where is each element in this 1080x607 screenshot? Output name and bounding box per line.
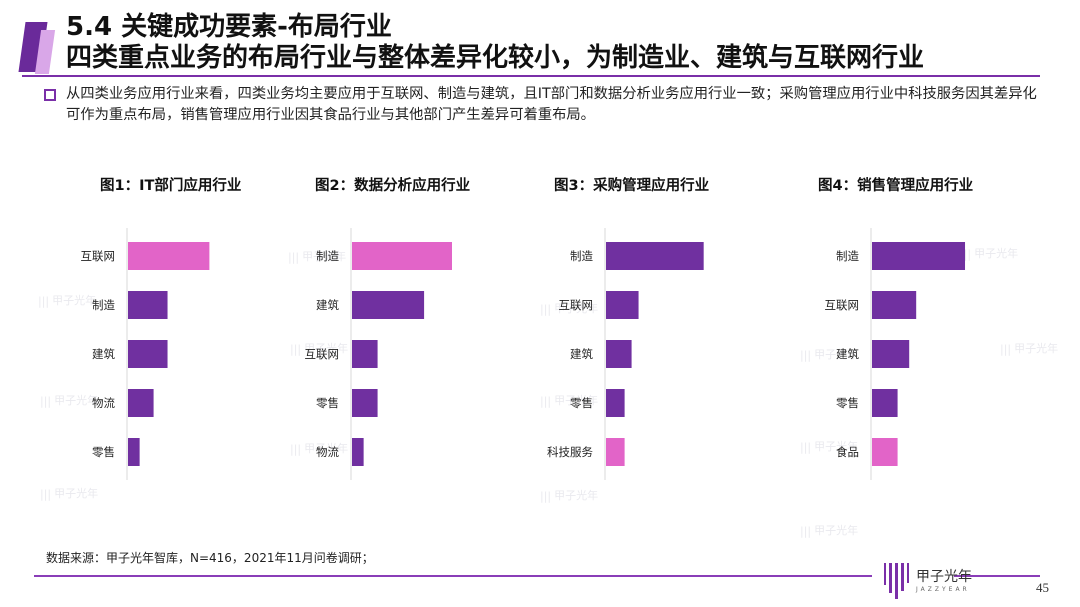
- chart-4-title: 图4：销售管理应用行业: [818, 178, 974, 194]
- chart-3-category-label: 互联网: [559, 298, 594, 312]
- chart-2-bar: [352, 389, 378, 417]
- chart-2-title: 图2：数据分析应用行业: [315, 178, 471, 194]
- chart-2-plot: 制造建筑互联网零售物流: [224, 220, 474, 480]
- summary-text: 从四类业务应用行业来看，四类业务均主要应用于互联网、制造与建筑，且IT部门和数据…: [66, 86, 1037, 123]
- chart-3-bar: [606, 340, 632, 368]
- chart-4-bar: [872, 389, 898, 417]
- chart-4-category-label: 建筑: [836, 347, 859, 361]
- chart-3-category-label: 零售: [570, 396, 593, 410]
- chart-1-title: 图1：IT部门应用行业: [100, 178, 242, 194]
- chart-3-category-label: 科技服务: [547, 445, 593, 459]
- chart-1-category-label: 零售: [92, 445, 115, 459]
- chart-1-category-label: 物流: [92, 396, 115, 410]
- footer-divider-right: [954, 575, 1040, 577]
- watermark: ||| 甲子光年: [1000, 342, 1059, 356]
- chart-2-category-label: 制造: [316, 249, 339, 263]
- chart-3-plot: 制造互联网建筑零售科技服务: [478, 220, 728, 480]
- chart-2-bar: [352, 242, 452, 270]
- chart-3-bar: [606, 389, 625, 417]
- chart-1-bar: [128, 389, 154, 417]
- chart-3-category-label: 制造: [570, 249, 593, 263]
- watermark: ||| 甲子光年: [40, 487, 99, 501]
- chart-1-bar: [128, 291, 168, 319]
- chart-2-bar: [352, 291, 425, 319]
- chart-4-category-label: 食品: [836, 445, 859, 459]
- page-number: 45: [1036, 580, 1049, 595]
- chart-4-category-label: 制造: [836, 249, 859, 263]
- chart-2-category-label: 物流: [316, 445, 339, 459]
- chart-3-title: 图3：采购管理应用行业: [554, 178, 710, 194]
- chart-2-bar: [352, 340, 378, 368]
- chart-3-bar: [606, 291, 639, 319]
- chart-3-bar: [606, 438, 625, 466]
- jazzyear-logo-icon: [884, 563, 909, 599]
- chart-2-category-label: 互联网: [305, 347, 340, 361]
- chart-4-category-label: 互联网: [825, 298, 860, 312]
- bullet-square-icon: [44, 89, 56, 101]
- logo-text: 甲子光年: [916, 569, 972, 585]
- chart-1-bar: [128, 340, 168, 368]
- footer-divider: [34, 575, 872, 577]
- chart-1-bar: [128, 242, 210, 270]
- chart-3-category-label: 建筑: [570, 347, 593, 361]
- chart-2-category-label: 零售: [316, 396, 339, 410]
- chart-4-bar: [872, 438, 898, 466]
- chart-1-category-label: 建筑: [92, 347, 115, 361]
- chart-4-bar: [872, 242, 966, 270]
- chart-4-bar: [872, 291, 917, 319]
- chart-4-bar: [872, 340, 910, 368]
- page-subtitle: 四类重点业务的布局行业与整体差异化较小，为制造业、建筑与互联网行业: [66, 43, 925, 73]
- logo-subtext: JAZZYEAR: [916, 586, 970, 593]
- chart-2-category-label: 建筑: [316, 298, 339, 312]
- page-title: 5.4 关键成功要素-布局行业: [66, 12, 392, 42]
- chart-4-plot: 制造互联网建筑零售食品: [744, 220, 994, 480]
- chart-4-category-label: 零售: [836, 396, 859, 410]
- chart-2-bar: [352, 438, 364, 466]
- chart-1-category-label: 互联网: [81, 249, 116, 263]
- watermark: ||| 甲子光年: [540, 489, 599, 503]
- chart-1-bar: [128, 438, 140, 466]
- chart-3-bar: [606, 242, 704, 270]
- chart-1-category-label: 制造: [92, 298, 115, 312]
- data-source-note: 数据来源：甲子光年智库，N=416，2021年11月问卷调研；: [46, 551, 374, 565]
- chart-1-plot: 互联网制造建筑物流零售: [0, 220, 250, 480]
- watermark: ||| 甲子光年: [800, 524, 859, 538]
- header-divider: [22, 75, 1040, 77]
